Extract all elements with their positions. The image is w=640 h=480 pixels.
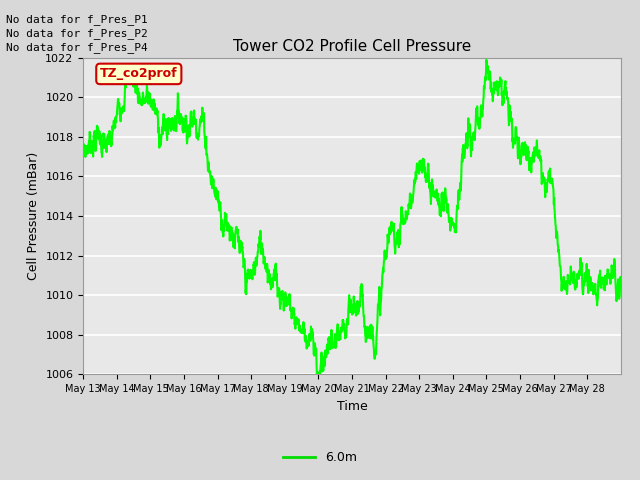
X-axis label: Time: Time xyxy=(337,400,367,413)
Title: Tower CO2 Profile Cell Pressure: Tower CO2 Profile Cell Pressure xyxy=(233,39,471,54)
Text: No data for f_Pres_P2: No data for f_Pres_P2 xyxy=(6,28,148,39)
Text: No data for f_Pres_P1: No data for f_Pres_P1 xyxy=(6,13,148,24)
Text: No data for f_Pres_P4: No data for f_Pres_P4 xyxy=(6,42,148,53)
Legend: 6.0m: 6.0m xyxy=(278,446,362,469)
Text: TZ_co2prof: TZ_co2prof xyxy=(100,67,178,81)
Y-axis label: Cell Pressure (mBar): Cell Pressure (mBar) xyxy=(27,152,40,280)
